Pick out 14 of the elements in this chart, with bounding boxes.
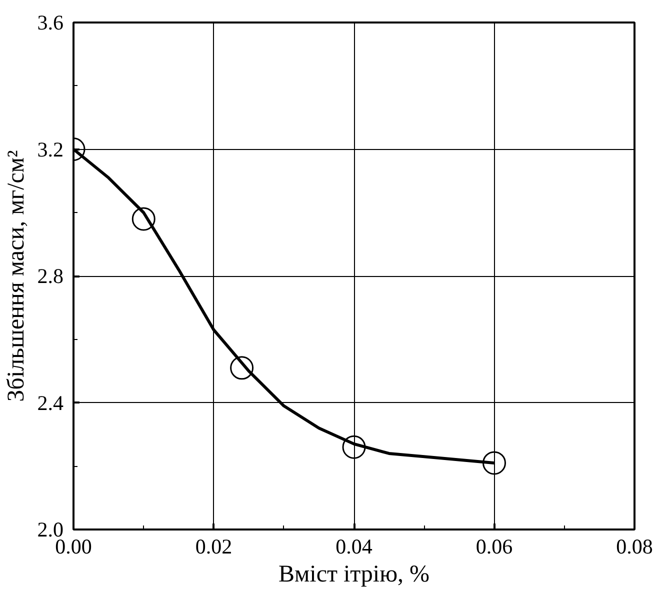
point: [482, 451, 506, 475]
y-tick-label: 3.2: [37, 137, 64, 162]
x-tick-label: 0.04: [336, 534, 373, 558]
point: [132, 207, 156, 231]
y-axis-title: Збільшення маси, мг/см²: [3, 150, 30, 402]
x-tick-label: 0.06: [476, 534, 513, 558]
y-tick-label: 3.6: [37, 10, 64, 34]
point: [230, 356, 254, 380]
x-tick-label: 0.08: [616, 534, 653, 558]
point: [342, 435, 366, 459]
x-tick-label: 0.02: [195, 534, 232, 558]
y-tick-label: 2.8: [37, 264, 64, 288]
x-axis-title: Вміст ітрію, %: [278, 562, 430, 588]
y-tick-label: 2.4: [37, 390, 64, 415]
